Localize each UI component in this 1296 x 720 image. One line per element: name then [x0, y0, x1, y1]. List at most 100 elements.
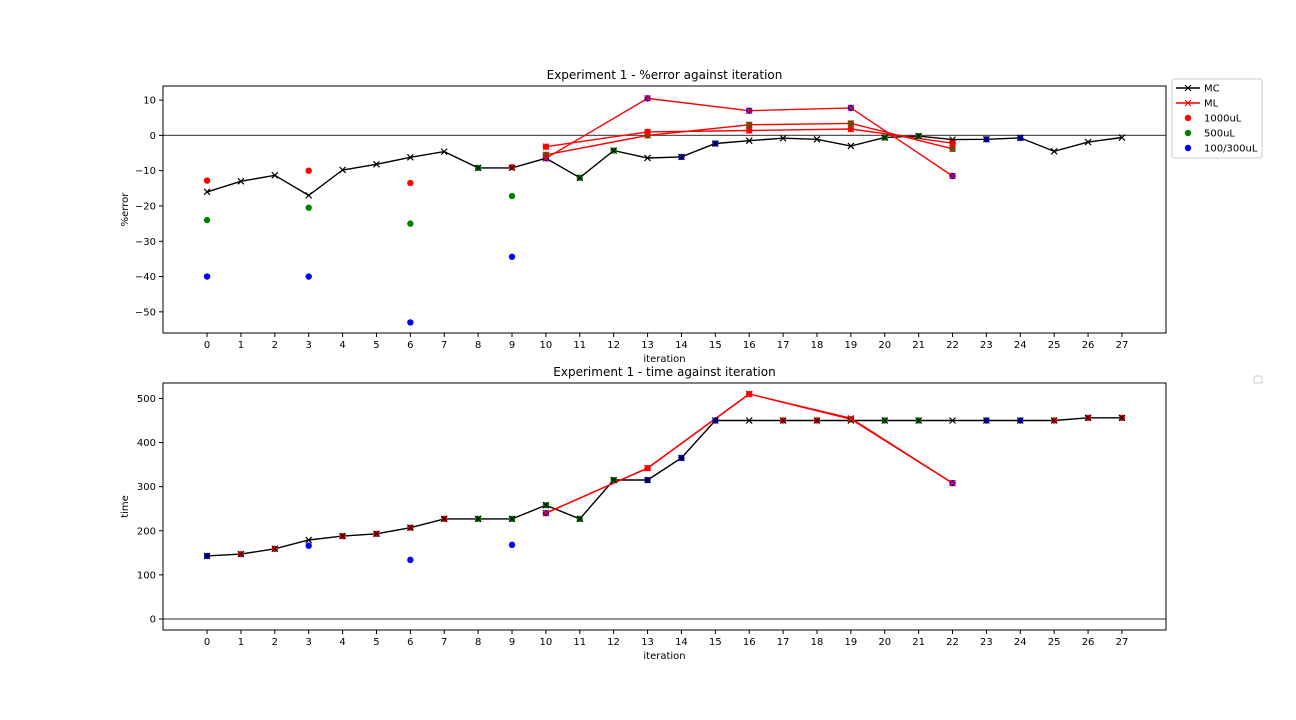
marker-mc [1118, 414, 1126, 422]
marker-mc [237, 177, 245, 185]
x-tick-label: 19 [845, 340, 858, 351]
marker-mc [847, 417, 855, 424]
x-tick-label: 16 [743, 340, 756, 351]
legend-item: MC [1176, 84, 1220, 95]
x-tick-label: 14 [675, 340, 688, 351]
marker-mc [576, 174, 584, 182]
point-100-300ul [203, 273, 211, 280]
point-100-300ul [305, 542, 312, 549]
x-tick-label: 20 [878, 340, 891, 351]
marker-ml [847, 104, 855, 112]
marker-mc [440, 515, 448, 523]
x-tick-label: 12 [607, 340, 620, 351]
marker-mc [406, 524, 414, 532]
x-tick-label: 5 [373, 637, 379, 648]
marker-mc [305, 536, 313, 544]
x-tick-label: 18 [811, 637, 824, 648]
marker-mc [678, 153, 685, 161]
legend-item: 500uL [1184, 129, 1235, 140]
x-tick-label: 1 [238, 637, 244, 648]
point-1000ul [407, 179, 414, 187]
y-tick-label: 100 [137, 570, 156, 581]
legend-label: 100/300uL [1204, 144, 1258, 155]
x-tick-label: 24 [1014, 340, 1027, 351]
x-tick-label: 3 [306, 637, 312, 648]
marker-ml [847, 119, 855, 127]
marker-mc [949, 417, 956, 424]
marker-mc [339, 166, 347, 174]
series-ml-line [545, 393, 953, 514]
marker-mc [711, 140, 719, 147]
marker-mc [1016, 134, 1024, 142]
legend-item: 1000uL [1184, 114, 1242, 125]
point-500ul [508, 192, 516, 200]
series-mc-line [207, 417, 1122, 557]
marker-mc [542, 501, 550, 509]
y-tick-label: −30 [135, 237, 156, 248]
marker-mc [1084, 414, 1092, 422]
x-tick-label: 2 [272, 340, 278, 351]
x-tick-label: 14 [675, 637, 688, 648]
legend-box [1171, 78, 1263, 159]
marker-mc [644, 154, 651, 162]
x-tick-label: 21 [912, 340, 925, 351]
y-tick-label: 500 [137, 394, 156, 405]
x-tick-label: 22 [946, 340, 959, 351]
x-tick-label: 9 [509, 340, 515, 351]
x-tick-label: 21 [912, 637, 925, 648]
point-100-300ul [305, 273, 312, 280]
marker-mc [1118, 134, 1126, 141]
legend-empty [1253, 375, 1263, 384]
y-tick-label: −50 [135, 307, 156, 318]
marker-ml [644, 464, 651, 472]
x-tick-label: 4 [339, 340, 345, 351]
legend-marker [1184, 129, 1192, 137]
x-tick-label: 26 [1082, 637, 1095, 648]
marker-mc [373, 160, 380, 168]
marker-mc [406, 153, 414, 161]
marker-mc [305, 191, 313, 199]
x-tick-label: 0 [204, 340, 210, 351]
legend-marker [1184, 84, 1192, 92]
marker-mc [203, 188, 211, 196]
x-tick-label: 23 [980, 340, 993, 351]
legend-label: 500uL [1204, 129, 1235, 140]
marker-mc [576, 515, 584, 523]
marker-mc [373, 530, 380, 538]
x-tick-label: 8 [475, 340, 481, 351]
chart-title: Experiment 1 - %error against iteration [547, 68, 783, 82]
marker-ml [949, 145, 956, 153]
plot-frame [162, 382, 1167, 631]
marker-ml [847, 415, 855, 423]
x-tick-label: 8 [475, 637, 481, 648]
marker-mc [678, 454, 685, 462]
point-500ul [305, 204, 312, 211]
point-100-300ul [508, 253, 516, 260]
x-tick-label: 5 [373, 340, 379, 351]
marker-mc [779, 417, 787, 424]
marker-mc [982, 135, 990, 143]
x-tick-label: 12 [607, 637, 620, 648]
y-tick-label: 0 [150, 614, 156, 625]
x-tick-label: 10 [540, 340, 553, 351]
x-axis-label: iteration [643, 354, 685, 365]
marker-mc [1050, 417, 1058, 424]
marker-mc [440, 148, 448, 156]
marker-mc [915, 132, 923, 140]
series-ml-line [545, 393, 953, 514]
marker-ml [745, 127, 753, 134]
marker-mc [881, 417, 889, 424]
marker-mc [881, 134, 889, 141]
x-tick-label: 4 [339, 637, 345, 648]
marker-ml [644, 94, 651, 102]
x-tick-label: 3 [306, 340, 312, 351]
marker-mc [745, 417, 753, 424]
marker-ml [847, 125, 855, 133]
legend-item: 100/300uL [1184, 144, 1258, 155]
x-tick-label: 23 [980, 637, 993, 648]
marker-mc [237, 550, 245, 558]
marker-mc [915, 417, 923, 424]
y-tick-label: 400 [137, 438, 156, 449]
marker-ml [949, 172, 956, 180]
